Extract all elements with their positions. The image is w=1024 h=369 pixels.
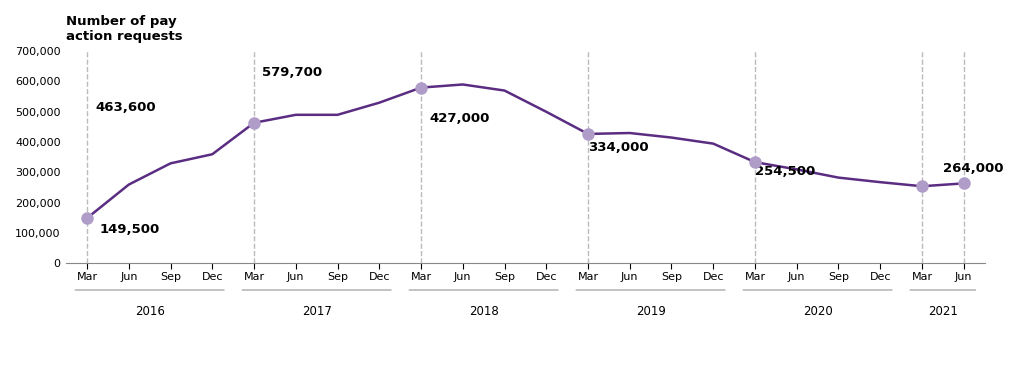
Text: 2018: 2018: [469, 305, 499, 318]
Text: 2019: 2019: [636, 305, 666, 318]
Text: 264,000: 264,000: [943, 162, 1004, 175]
Text: Number of pay
action requests: Number of pay action requests: [67, 15, 183, 43]
Text: 149,500: 149,500: [99, 223, 160, 236]
Text: 2016: 2016: [135, 305, 165, 318]
Text: 254,500: 254,500: [755, 165, 815, 178]
Text: 334,000: 334,000: [588, 141, 648, 154]
Text: 2020: 2020: [803, 305, 833, 318]
Text: 427,000: 427,000: [429, 113, 489, 125]
Text: 579,700: 579,700: [262, 66, 323, 79]
Text: 2017: 2017: [302, 305, 332, 318]
Text: 2021: 2021: [928, 305, 957, 318]
Text: 463,600: 463,600: [95, 101, 156, 114]
